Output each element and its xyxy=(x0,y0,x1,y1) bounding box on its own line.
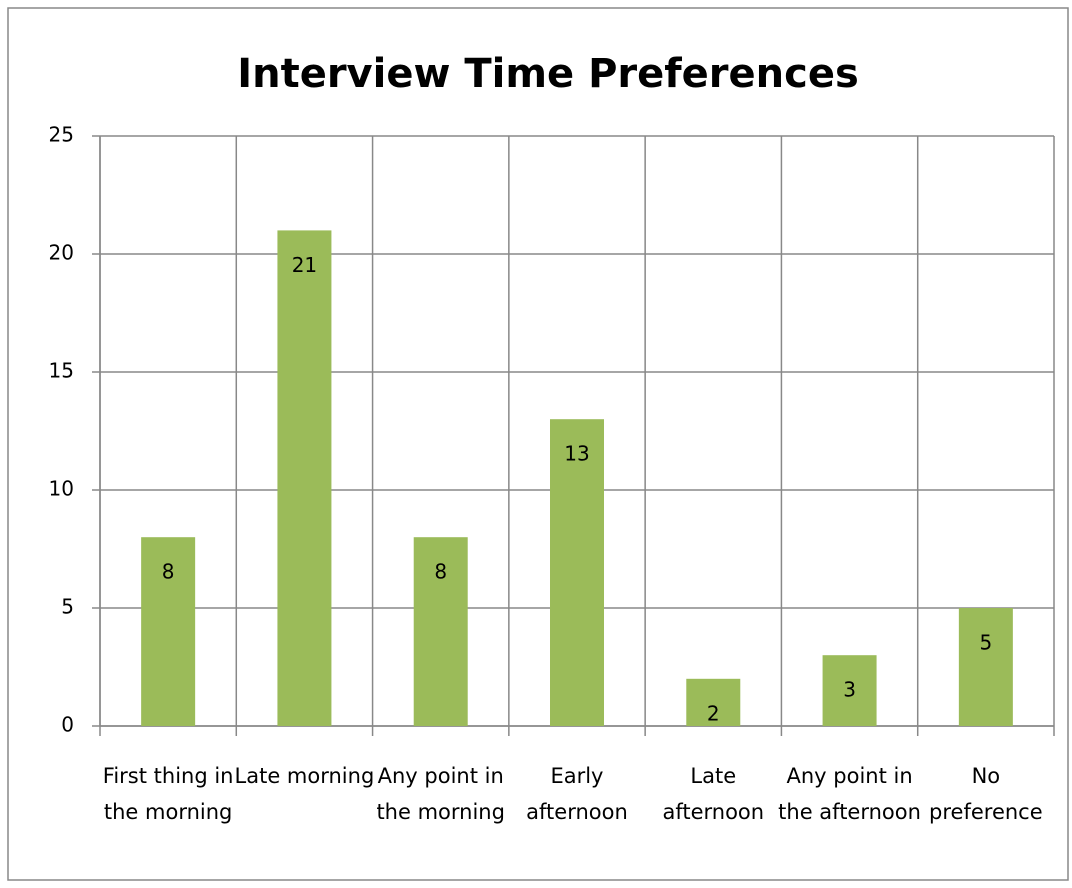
data-label: 21 xyxy=(292,253,317,277)
x-tick-label: No preference xyxy=(929,764,1043,824)
x-tick-label: Late afternoon xyxy=(662,764,765,824)
bar xyxy=(822,655,877,726)
x-tick-label: Late morning xyxy=(234,764,375,788)
bar xyxy=(413,537,468,726)
y-tick-label: 15 xyxy=(49,359,74,383)
data-label: 13 xyxy=(564,442,589,466)
y-tick-label: 5 xyxy=(61,595,74,619)
y-tick-label: 25 xyxy=(49,123,74,147)
bar xyxy=(958,608,1013,726)
data-label: 3 xyxy=(843,678,856,702)
bar xyxy=(686,678,741,726)
x-tick-label: Early afternoon xyxy=(526,764,628,824)
chart-border xyxy=(7,7,1069,881)
data-label: 8 xyxy=(434,560,447,584)
bar xyxy=(550,419,604,726)
chart-title: Interview Time Preferences xyxy=(237,51,859,97)
data-label: 5 xyxy=(979,631,992,655)
y-tick-label: 0 xyxy=(61,713,74,737)
x-tick-label: Any point in the morning xyxy=(376,764,505,824)
x-tick-label: Any point in the afternoon xyxy=(778,764,921,824)
data-label: 2 xyxy=(707,701,720,725)
y-tick-label: 10 xyxy=(49,477,74,501)
x-tick-label: First thing in the morning xyxy=(102,764,234,824)
y-tick-label: 20 xyxy=(49,241,74,265)
bar xyxy=(141,537,196,726)
data-label: 8 xyxy=(162,560,175,584)
bar xyxy=(277,230,332,726)
